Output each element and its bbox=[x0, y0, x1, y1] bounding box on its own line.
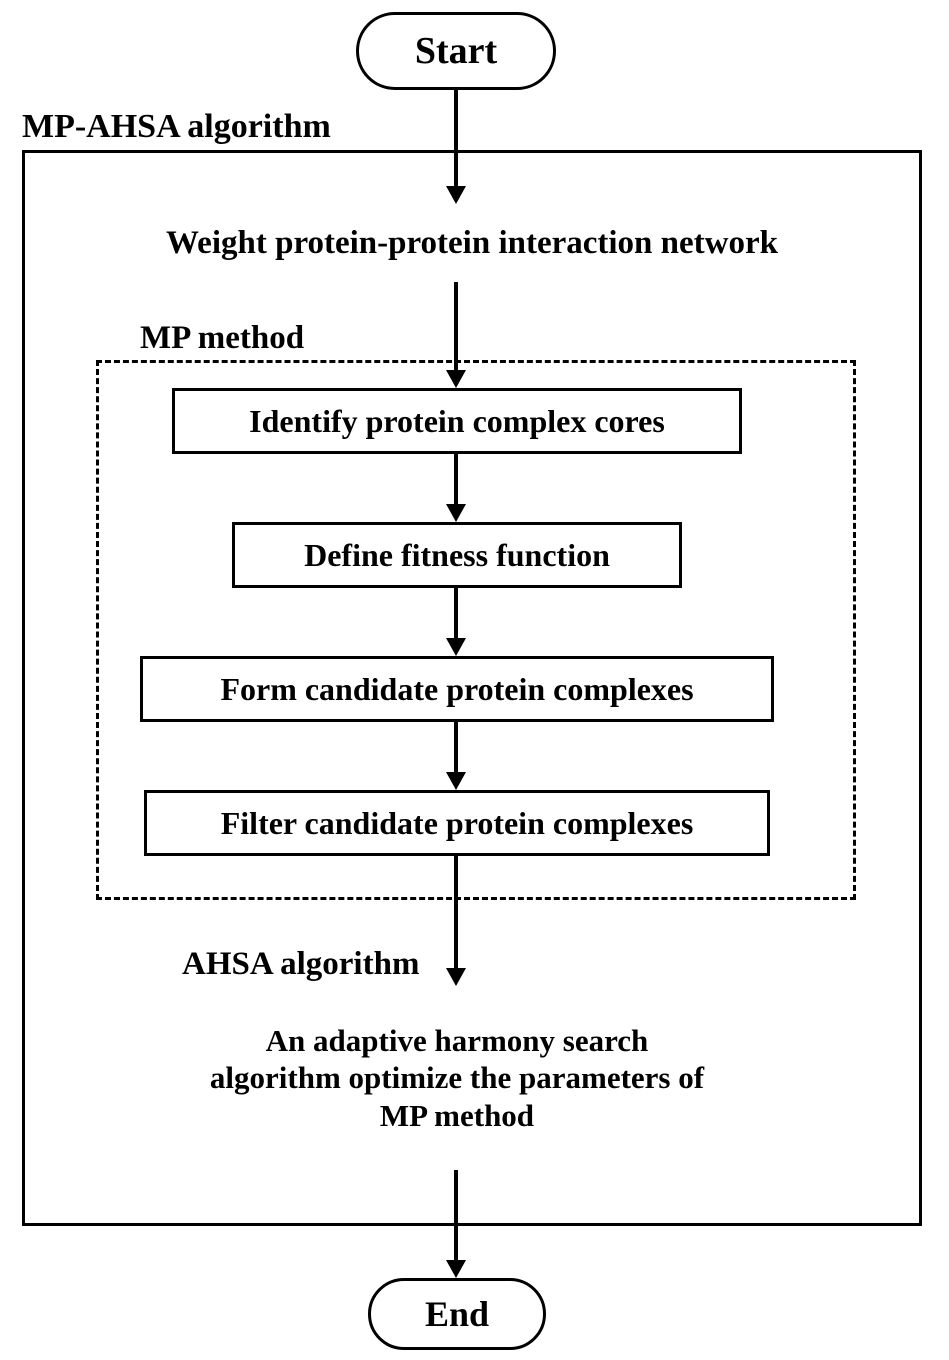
end-node: End bbox=[368, 1278, 546, 1350]
edge-start-weight-head bbox=[446, 186, 466, 204]
weight-step: Weight protein-protein interaction netwo… bbox=[58, 204, 886, 282]
start-label: Start bbox=[415, 29, 497, 73]
filter-step-label: Filter candidate protein complexes bbox=[221, 805, 694, 842]
edge-fitness-form bbox=[454, 588, 458, 638]
end-label: End bbox=[425, 1293, 489, 1335]
edge-identify-fitness-head bbox=[446, 504, 466, 522]
start-node: Start bbox=[356, 12, 556, 90]
mp-method-label: MP method bbox=[140, 320, 304, 357]
ahsa-algorithm-label: AHSA algorithm bbox=[182, 946, 419, 983]
outer-algorithm-label: MP-AHSA algorithm bbox=[22, 108, 331, 146]
filter-step: Filter candidate protein complexes bbox=[144, 790, 770, 856]
fitness-step-label: Define fitness function bbox=[304, 537, 610, 574]
form-step: Form candidate protein complexes bbox=[140, 656, 774, 722]
edge-filter-ahsa-head bbox=[446, 968, 466, 986]
edge-identify-fitness bbox=[454, 454, 458, 504]
ahsa-algorithm-label-text: AHSA algorithm bbox=[182, 946, 419, 982]
identify-step: Identify protein complex cores bbox=[172, 388, 742, 454]
mp-method-label-text: MP method bbox=[140, 320, 304, 356]
edge-fitness-form-head bbox=[446, 638, 466, 656]
identify-step-label: Identify protein complex cores bbox=[249, 403, 665, 440]
edge-filter-ahsa bbox=[454, 856, 458, 968]
edge-ahsa-end-head bbox=[446, 1260, 466, 1278]
edge-ahsa-end bbox=[454, 1170, 458, 1260]
fitness-step: Define fitness function bbox=[232, 522, 682, 588]
ahsa-step-label: An adaptive harmony search algorithm opt… bbox=[210, 1022, 704, 1134]
edge-form-filter bbox=[454, 722, 458, 772]
weight-step-label: Weight protein-protein interaction netwo… bbox=[166, 225, 778, 262]
edge-weight-mp bbox=[454, 282, 458, 370]
ahsa-step: An adaptive harmony search algorithm opt… bbox=[134, 986, 780, 1170]
edge-form-filter-head bbox=[446, 772, 466, 790]
edge-start-weight bbox=[454, 90, 458, 186]
outer-algorithm-label-text: MP-AHSA algorithm bbox=[22, 108, 331, 145]
form-step-label: Form candidate protein complexes bbox=[220, 671, 693, 708]
